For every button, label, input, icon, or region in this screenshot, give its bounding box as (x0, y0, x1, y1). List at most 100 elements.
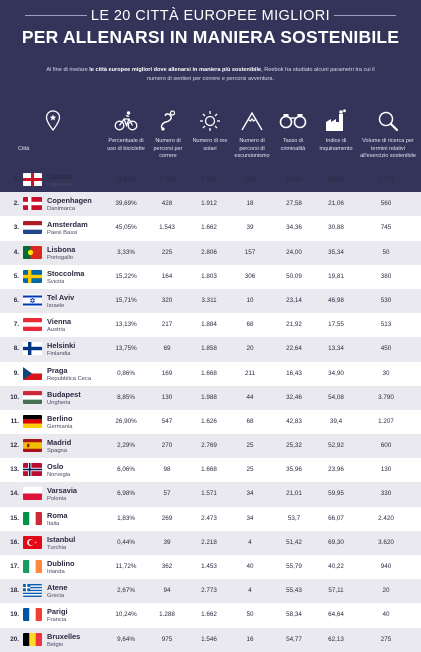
title-rule-right (334, 15, 396, 16)
country-name: Paesi Bassi (47, 230, 78, 237)
country-name: Ungheria (47, 399, 71, 406)
city-name: Oslo (47, 462, 64, 472)
flag-icon (23, 560, 42, 573)
sun-hours-value: 3.311 (201, 296, 217, 304)
running-paths-value: 1.543 (159, 224, 175, 232)
running-paths-value: 225 (161, 248, 173, 256)
city-name: Varsavia (47, 486, 78, 496)
flag-icon (23, 366, 42, 380)
search-volume-value: 40 (382, 611, 390, 619)
bike-share-value: 26,90% (115, 417, 137, 425)
rank-number: 15. (10, 514, 19, 522)
running-paths-value: 94 (163, 587, 171, 595)
pollution-index-value: 30,88 (328, 224, 344, 232)
hiking-paths-value: 25 (246, 442, 254, 450)
flag-icon (23, 293, 42, 307)
crime-rate-value: 32,46 (286, 393, 302, 401)
sun-hours-value: 2.473 (201, 514, 217, 522)
crime-rate-value: 42,83 (286, 417, 302, 425)
search-volume-value: 5.724 (378, 176, 394, 183)
search-volume-value: 513 (380, 321, 392, 329)
flag-icon (23, 221, 42, 235)
table-row: 12. Madrid Spagna 2,29% 270 2.769 25 25,32 52,92… (0, 434, 421, 459)
bike-share-value: 6,06% (117, 466, 135, 474)
flag-icon (23, 511, 42, 525)
table-row: 8. Helsinki Finlandia 13,75% 69 1.858 20 22,64 1… (0, 337, 421, 362)
running-paths-value: 57 (163, 490, 171, 498)
crime-rate-value: 35,96 (286, 466, 302, 474)
table-row: 4. Lisbona Portogallo 3,33% 225 2.806 157 24,00… (0, 240, 421, 265)
search-volume-value: 600 (380, 442, 392, 450)
crime-rate-value: 21,92 (286, 321, 302, 329)
table-row: 5. Stoccolma Svezia 15,22% 164 1.803 306 50,09 1… (0, 265, 421, 289)
hiking-paths-value: 10 (246, 296, 254, 304)
pollution-index-value: 58,84 (328, 176, 344, 183)
hiking-paths-value: 25 (246, 466, 254, 474)
crime-rate-value: 23,14 (286, 296, 302, 304)
sun-hours-value: 2.773 (201, 587, 217, 595)
sun-hours-value: 1.912 (201, 200, 217, 208)
sun-hours-value: 1.626 (201, 417, 217, 425)
city-name: Vienna (47, 317, 72, 327)
city-name: Parigi (47, 607, 68, 617)
search-volume-value: 130 (380, 466, 392, 474)
sun-hours-value: 1.633 (201, 176, 217, 183)
sun-hours-value: 1.668 (201, 369, 217, 377)
pollution-index-value: 40,22 (328, 563, 344, 570)
search-volume-value: 380 (380, 272, 392, 280)
crime-rate-value: 16,43 (286, 369, 302, 377)
search-volume-value: 330 (380, 490, 392, 498)
country-name: Grecia (47, 593, 65, 600)
table-row: 10. Budapest Ungheria 8,85% 130 1.988 44 32,46 5… (0, 385, 421, 410)
column-header-bike: Percentuale di uso di biciclette (106, 108, 146, 198)
hiking-paths-value: 68 (246, 417, 254, 425)
search-volume-value: 745 (380, 224, 392, 232)
hiking-paths-value: 16 (246, 635, 254, 643)
running-paths-value: 1.288 (159, 611, 175, 619)
bike-share-value: 39,69% (115, 200, 137, 208)
flag-icon (23, 173, 42, 186)
country-name: Turchia (47, 544, 67, 551)
city-name: Praga (47, 365, 68, 375)
search-volume-value: 20 (382, 587, 390, 595)
sun-hours-value: 2.769 (201, 442, 217, 450)
running-paths-value: 547 (161, 417, 173, 425)
bike-share-value: 0,86% (117, 369, 135, 377)
bike-share-value: 13,75% (115, 345, 137, 353)
country-name: Svezia (47, 278, 65, 285)
hiking-paths-value: 34 (246, 490, 254, 498)
city-name: Istanbul (47, 534, 76, 544)
city-name: Budapest (47, 389, 81, 399)
sun-icon (190, 108, 230, 134)
hiking-paths-value: 18 (246, 200, 254, 208)
sun-hours-value: 1.668 (201, 466, 217, 474)
city-name: Madrid (47, 438, 72, 448)
country-name: Austria (47, 327, 66, 334)
column-header-search: Volume di ricerca per termini relativi a… (358, 108, 418, 198)
search-volume-value: 450 (380, 345, 392, 353)
intro-text: Al fine di rivelare le città europee mig… (46, 67, 375, 82)
running-paths-value: 270 (161, 442, 173, 450)
table-row: 7. Vienna Austria 13,13% 217 1.884 68 21,92 17,5… (0, 313, 421, 337)
running-paths-value: 69 (163, 345, 171, 353)
country-name: Inghilterra (47, 182, 73, 188)
pollution-index-value: 46,98 (328, 296, 344, 304)
flag-icon (23, 584, 42, 598)
running-paths-value: 320 (161, 296, 173, 304)
hiking-paths-value: 4 (248, 538, 252, 546)
pollution-index-value: 66,07 (328, 514, 344, 522)
flag-icon (23, 487, 42, 501)
hiking-paths-value: 157 (244, 248, 256, 256)
country-name: Belgio (47, 641, 64, 648)
pollution-index-value: 17,55 (328, 321, 344, 329)
rank-number: 18. (10, 587, 19, 595)
sun-hours-value: 1.453 (201, 563, 217, 570)
flag-icon (23, 414, 42, 428)
search-volume-value: 2.420 (378, 514, 394, 522)
sun-hours-value: 1.546 (201, 635, 217, 643)
hiking-paths-value: 4 (248, 587, 252, 595)
bike-share-value: 11,91% (115, 176, 137, 183)
crime-rate-value: 62,50 (286, 176, 302, 183)
bike-share-value: 11,72% (115, 563, 137, 570)
